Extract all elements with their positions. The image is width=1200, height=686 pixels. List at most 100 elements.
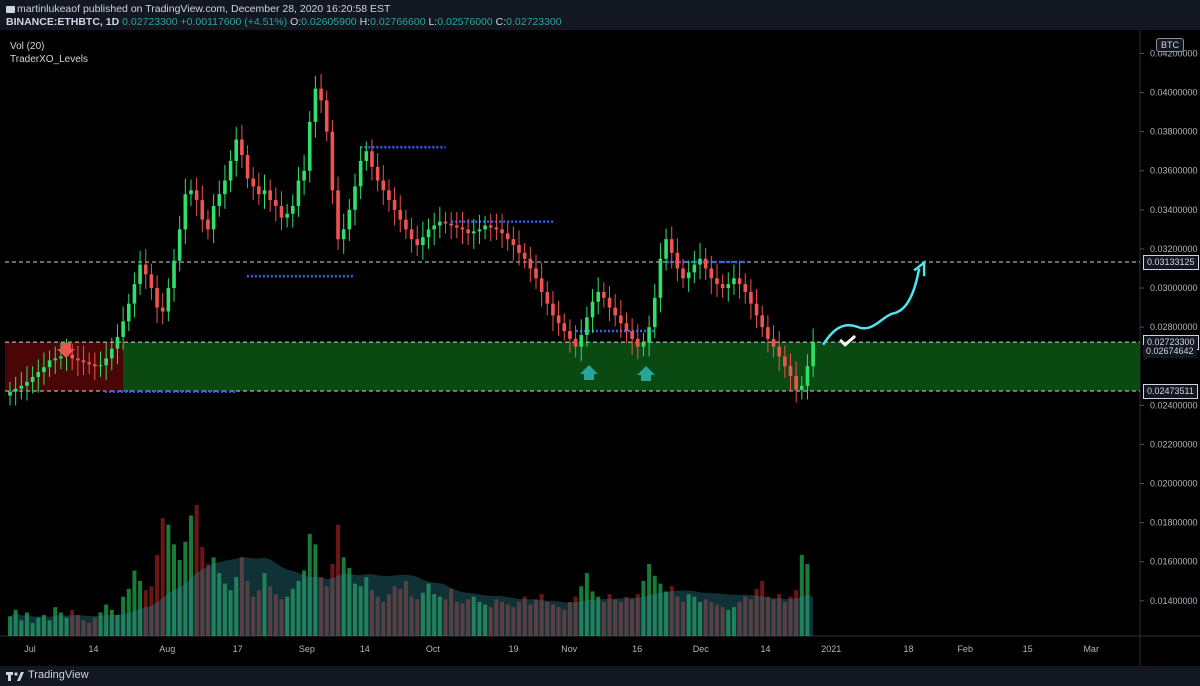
volume-bar [726,609,731,636]
candle-body [692,264,697,273]
volume-bar [279,599,284,636]
volume-bar [47,620,52,636]
candle-body [766,327,770,339]
x-tick-label: Sep [299,644,315,654]
volume-bar [471,596,476,636]
indicator-volume[interactable]: Vol (20) [10,41,45,52]
volume-bar [268,586,273,636]
volume-bar [381,601,386,636]
candle-body [93,364,97,367]
volume-bar [703,599,708,636]
x-tick-label: Aug [159,644,175,654]
volume-bar [449,588,454,636]
candle-body [449,223,453,226]
candle-body [551,303,555,316]
indicator-traderxo-levels[interactable]: TraderXO_Levels [10,54,88,65]
footer-brand[interactable]: TradingView [28,669,89,681]
y-tick-label: 0.01600000 [1150,557,1198,567]
volume-bar [256,590,261,636]
y-tick-label: 0.03200000 [1150,244,1198,254]
x-tick-label: Nov [561,644,578,654]
candle-body [149,274,154,289]
buy-arrow-icon [637,366,655,381]
candle-body [336,190,340,240]
volume-bar [188,515,193,636]
x-tick-label: 14 [760,644,770,654]
candle-body [183,194,188,230]
volume-bar [788,596,793,636]
volume-bar [765,596,770,636]
candle-body [675,252,680,269]
candle-body [619,315,623,324]
candle-body [460,227,465,230]
symbol-ohlc-line: BINANCE:ETHBTC, 1D 0.02723300 +0.0011760… [6,16,562,28]
candle-body [715,278,719,285]
candle-body [98,365,103,367]
volume-bar [115,615,120,636]
candle-body [274,200,278,206]
candle-body [42,367,46,373]
y-tick-label: 0.03000000 [1150,283,1198,293]
volume-bar [217,573,222,636]
volume-bar [613,599,618,636]
tradingview-small-logo-icon [6,5,15,13]
volume-bar [415,599,420,636]
candle-body [421,237,425,246]
candle-body [143,264,148,275]
volume-bar [652,575,657,636]
candle-body [630,331,634,339]
symbol-name[interactable]: BINANCE:ETHBTC, 1D [6,16,120,28]
candle-body [268,190,272,201]
candle-body [36,372,41,377]
volume-bar [545,601,550,636]
zone-mid-price-tag: 0.02674642 [1143,344,1197,358]
candle-body [364,151,369,161]
volume-bar [234,577,239,636]
volume-bar [81,620,86,636]
candle-body [415,239,420,246]
candle-body [404,219,408,230]
x-tick-label: 15 [1023,644,1033,654]
candle-body [104,358,108,366]
volume-bar [432,594,437,636]
candle-body [409,229,414,240]
candle-body [262,190,267,195]
candle-body [290,205,295,214]
candle-body [223,180,227,195]
volume-bar [494,599,499,636]
volume-bar [675,596,680,636]
volume-bar [686,594,691,636]
candle-body [76,358,80,361]
candle-body [624,323,629,332]
volume-bar [375,596,380,636]
y-tick-label: 0.03600000 [1150,166,1198,176]
projection-path [822,268,921,346]
candle-body [381,180,386,191]
price-chart[interactable]: 0.04200000 0.04000000 0.03800000 0.03600000… [0,30,1200,666]
candle-body [53,358,58,361]
volume-bar [805,563,810,636]
volume-bar [172,544,177,636]
candle-body [200,200,205,220]
currency-badge[interactable]: BTC [1156,38,1184,52]
volume-bar [635,594,640,636]
volume-bar [505,604,510,636]
candle-body [324,100,329,132]
volume-bar [681,601,686,636]
volume-bar [533,599,538,636]
check-mark-icon [839,335,856,347]
x-tick-label: Feb [957,644,973,654]
candle-body [426,229,431,238]
volume-bar [771,599,776,636]
candle-body [353,186,357,210]
candle-body [47,360,52,368]
candle-body [579,334,584,347]
y-tick-label: 0.03400000 [1150,205,1198,215]
volume-bar [353,583,358,636]
volume-bar [149,586,154,636]
candle-body [455,225,459,228]
volume-bar [579,586,584,636]
candle-body [698,258,702,265]
volume-bar [313,544,318,636]
volume-bar [398,588,403,636]
